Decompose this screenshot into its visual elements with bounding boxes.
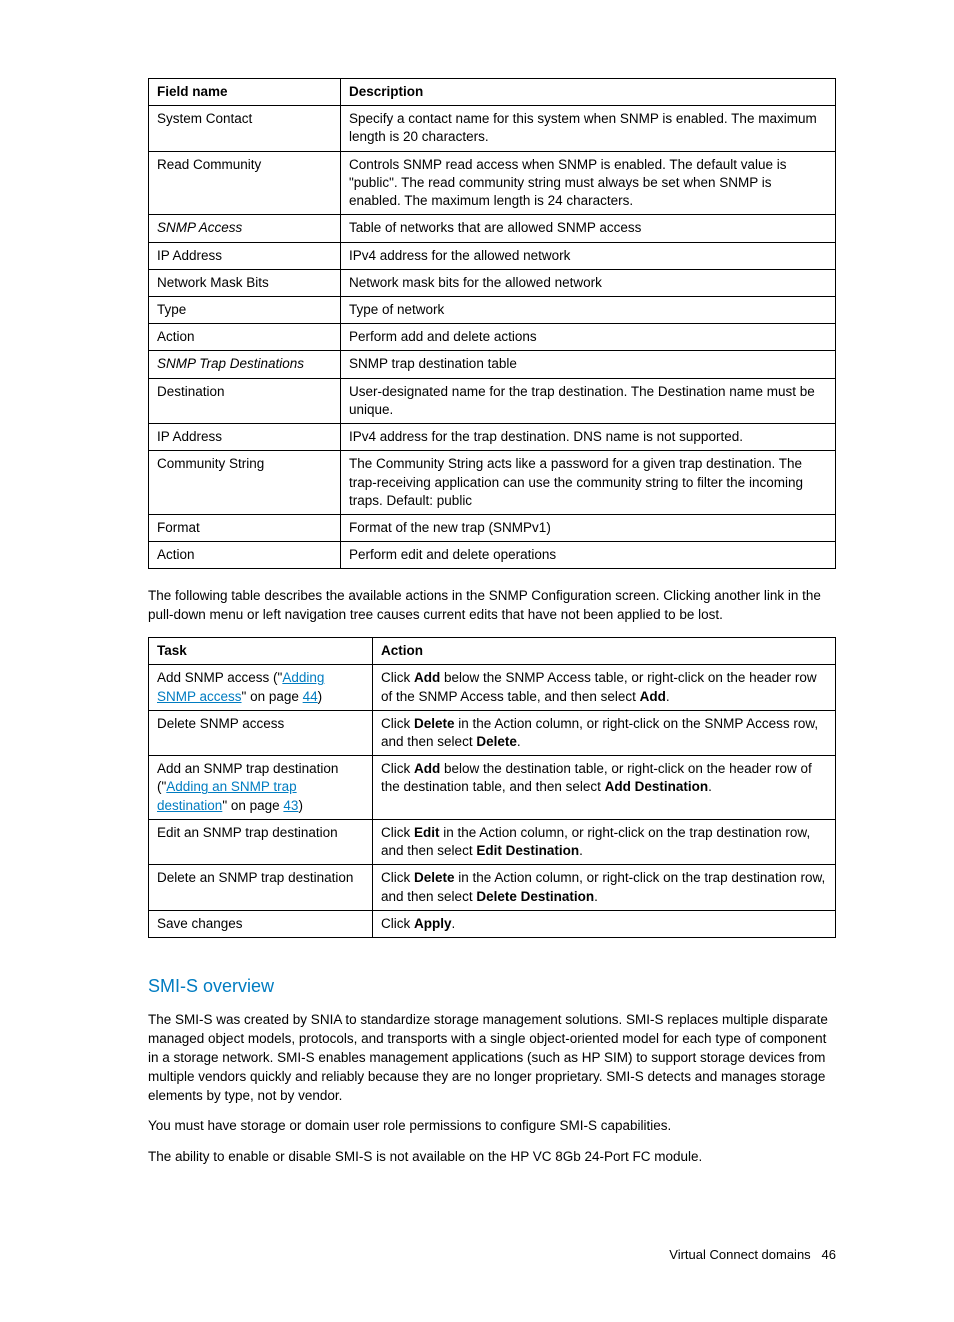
task-cell: Delete an SNMP trap destination [149,865,373,910]
field-name-cell: Destination [149,378,341,423]
table-header-task: Task [149,638,373,665]
description-cell: IPv4 address for the trap destination. D… [341,424,836,451]
table-row: DestinationUser-designated name for the … [149,378,836,423]
field-name-cell: SNMP Access [149,215,341,242]
field-name-cell: Read Community [149,151,341,215]
table-row: Save changesClick Apply. [149,910,836,937]
description-cell: Format of the new trap (SNMPv1) [341,514,836,541]
action-cell: Click Add below the SNMP Access table, o… [373,665,836,710]
task-cell: Delete SNMP access [149,710,373,755]
table-row: SNMP Trap DestinationsSNMP trap destinat… [149,351,836,378]
table-row: IP AddressIPv4 address for the trap dest… [149,424,836,451]
description-cell: The Community String acts like a passwor… [341,451,836,515]
task-cell: Save changes [149,910,373,937]
table-row: Network Mask BitsNetwork mask bits for t… [149,269,836,296]
task-cell: Add SNMP access ("Adding SNMP access" on… [149,665,373,710]
field-name-cell: Network Mask Bits [149,269,341,296]
cross-reference-link[interactable]: 43 [283,798,298,813]
section-heading: SMI-S overview [148,976,836,997]
cross-reference-link[interactable]: 44 [303,689,318,704]
description-cell: User-designated name for the trap destin… [341,378,836,423]
table-row: ActionPerform add and delete actions [149,324,836,351]
table-row: FormatFormat of the new trap (SNMPv1) [149,514,836,541]
body-paragraph: You must have storage or domain user rol… [148,1117,836,1136]
cross-reference-link[interactable]: Adding an SNMP trap destination [157,779,297,812]
table-row: System ContactSpecify a contact name for… [149,106,836,151]
table-row: IP AddressIPv4 address for the allowed n… [149,242,836,269]
table-row: Add an SNMP trap destination ("Adding an… [149,756,836,820]
field-name-cell: Action [149,542,341,569]
page-footer: Virtual Connect domains 46 [148,1247,836,1262]
description-cell: SNMP trap destination table [341,351,836,378]
task-action-table: Task Action Add SNMP access ("Adding SNM… [148,637,836,938]
footer-section: Virtual Connect domains [669,1247,810,1262]
field-name-cell: Format [149,514,341,541]
body-paragraph: The ability to enable or disable SMI-S i… [148,1148,836,1167]
description-cell: Controls SNMP read access when SNMP is e… [341,151,836,215]
body-paragraph: The SMI-S was created by SNIA to standar… [148,1011,836,1105]
field-name-cell: SNMP Trap Destinations [149,351,341,378]
action-cell: Click Edit in the Action column, or righ… [373,819,836,864]
action-cell: Click Delete in the Action column, or ri… [373,865,836,910]
field-name-cell: System Contact [149,106,341,151]
field-name-cell: Type [149,296,341,323]
field-name-cell: IP Address [149,242,341,269]
field-name-cell: Community String [149,451,341,515]
field-name-cell: IP Address [149,424,341,451]
action-cell: Click Add below the destination table, o… [373,756,836,820]
table-row: SNMP AccessTable of networks that are al… [149,215,836,242]
description-cell: Network mask bits for the allowed networ… [341,269,836,296]
field-description-table: Field name Description System ContactSpe… [148,78,836,569]
table-row: Delete an SNMP trap destinationClick Del… [149,865,836,910]
table-header-row: Field name Description [149,79,836,106]
description-cell: Perform edit and delete operations [341,542,836,569]
intro-paragraph: The following table describes the availa… [148,587,836,625]
page-container: Field name Description System ContactSpe… [0,0,954,1322]
description-cell: IPv4 address for the allowed network [341,242,836,269]
action-cell: Click Apply. [373,910,836,937]
table-header-description: Description [341,79,836,106]
table-header-row: Task Action [149,638,836,665]
table-header-action: Action [373,638,836,665]
description-cell: Perform add and delete actions [341,324,836,351]
task-cell: Edit an SNMP trap destination [149,819,373,864]
field-name-cell: Action [149,324,341,351]
footer-page-number: 46 [822,1247,836,1262]
task-cell: Add an SNMP trap destination ("Adding an… [149,756,373,820]
table-row: Add SNMP access ("Adding SNMP access" on… [149,665,836,710]
table-row: Edit an SNMP trap destinationClick Edit … [149,819,836,864]
table-row: Read CommunityControls SNMP read access … [149,151,836,215]
description-cell: Specify a contact name for this system w… [341,106,836,151]
table-row: ActionPerform edit and delete operations [149,542,836,569]
cross-reference-link[interactable]: Adding SNMP access [157,670,324,703]
action-cell: Click Delete in the Action column, or ri… [373,710,836,755]
description-cell: Type of network [341,296,836,323]
table-row: Community StringThe Community String act… [149,451,836,515]
table-row: Delete SNMP accessClick Delete in the Ac… [149,710,836,755]
description-cell: Table of networks that are allowed SNMP … [341,215,836,242]
table-header-field-name: Field name [149,79,341,106]
table-row: TypeType of network [149,296,836,323]
